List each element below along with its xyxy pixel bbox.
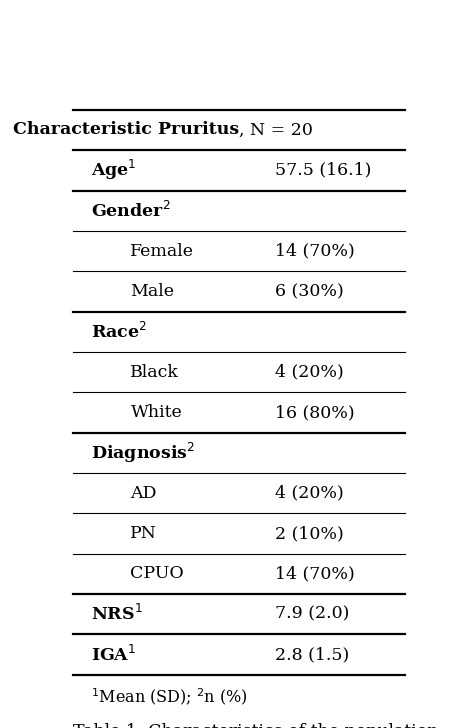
Text: 57.5 (16.1): 57.5 (16.1): [275, 162, 371, 179]
Text: Female: Female: [130, 242, 194, 260]
Text: 14 (70%): 14 (70%): [275, 242, 355, 260]
Text: CPUO: CPUO: [130, 566, 184, 582]
Text: Gender$^{2}$: Gender$^{2}$: [91, 201, 170, 221]
Text: 6 (30%): 6 (30%): [275, 283, 344, 300]
Text: $^{1}$Mean (SD); $^{2}$n (%): $^{1}$Mean (SD); $^{2}$n (%): [91, 687, 247, 708]
Text: 2 (10%): 2 (10%): [275, 525, 344, 542]
Text: AD: AD: [130, 485, 157, 502]
Text: 4 (20%): 4 (20%): [275, 363, 344, 381]
Text: IGA$^{1}$: IGA$^{1}$: [91, 644, 136, 665]
Text: White: White: [130, 404, 182, 421]
Text: Black: Black: [130, 363, 179, 381]
Text: Characteristic Pruritus: Characteristic Pruritus: [13, 122, 239, 138]
Text: 2.8 (1.5): 2.8 (1.5): [275, 646, 349, 663]
Text: Diagnosis$^{2}$: Diagnosis$^{2}$: [91, 440, 195, 465]
Text: 14 (70%): 14 (70%): [275, 566, 355, 582]
Text: 4 (20%): 4 (20%): [275, 485, 344, 502]
Text: Male: Male: [130, 283, 174, 300]
Text: 16 (80%): 16 (80%): [275, 404, 355, 421]
Text: PN: PN: [130, 525, 158, 542]
Text: NRS$^{1}$: NRS$^{1}$: [91, 604, 143, 625]
Text: Race$^{2}$: Race$^{2}$: [91, 322, 147, 342]
Text: 7.9 (2.0): 7.9 (2.0): [275, 606, 350, 622]
Text: Table 1: Characteristics of the population.: Table 1: Characteristics of the populati…: [73, 723, 444, 728]
Text: Age$^{1}$: Age$^{1}$: [91, 158, 137, 183]
Text: , N = 20: , N = 20: [239, 122, 313, 138]
